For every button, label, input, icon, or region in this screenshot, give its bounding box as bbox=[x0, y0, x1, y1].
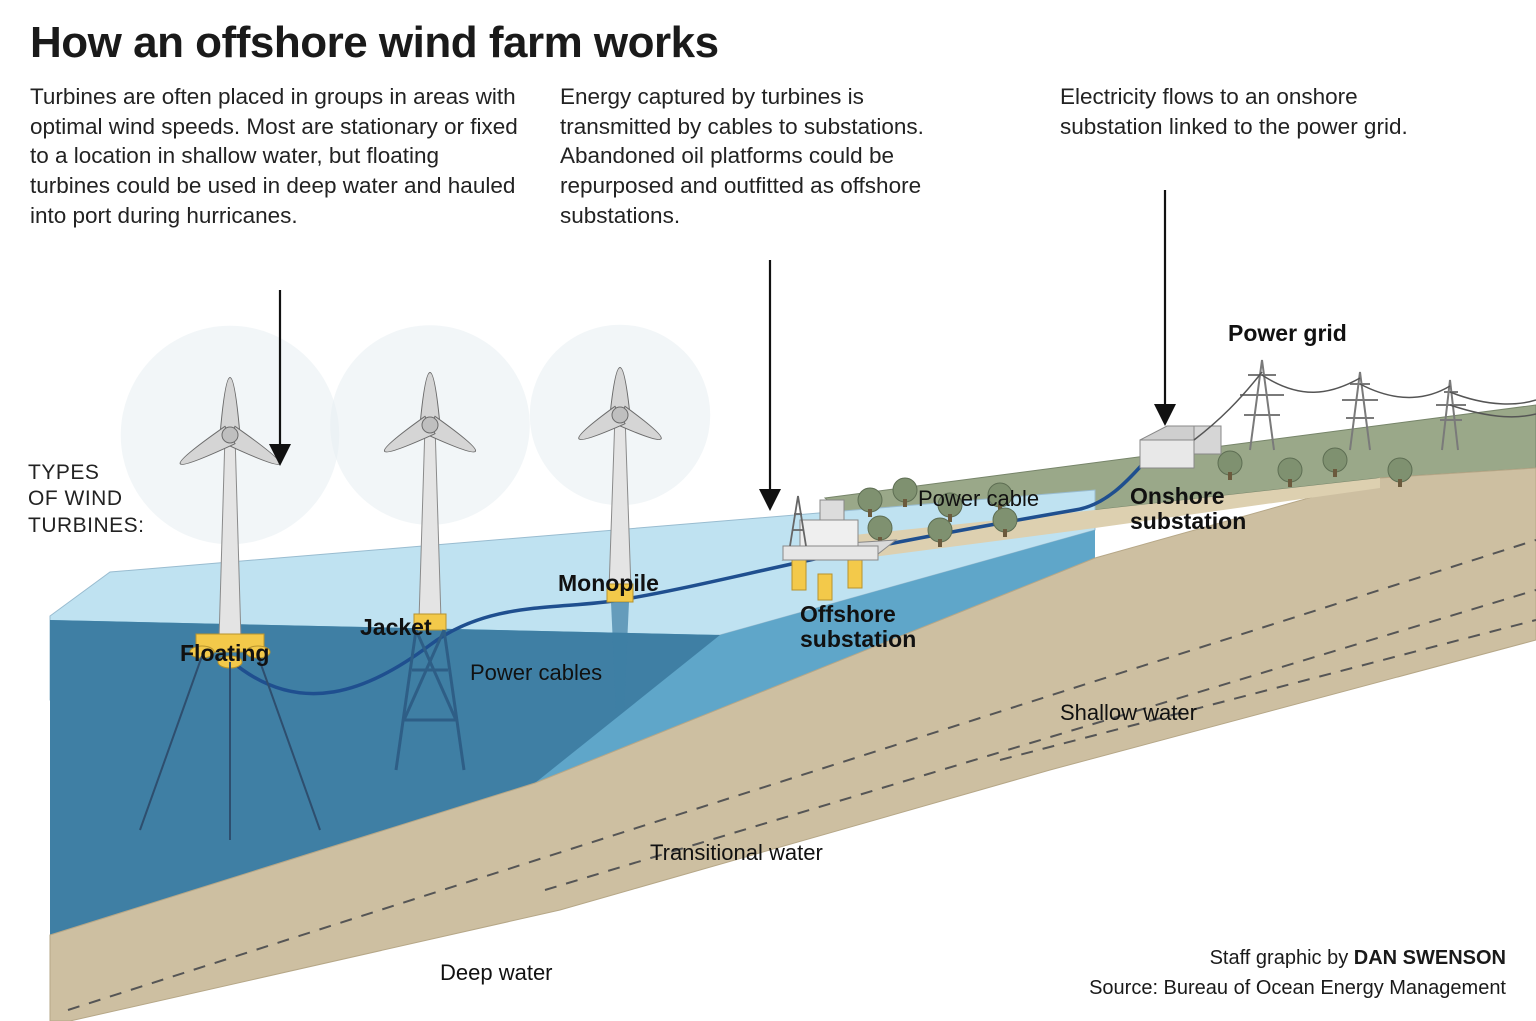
credit-prefix: Staff graphic by bbox=[1210, 947, 1354, 969]
label-onshore-substation: Onshore substation bbox=[1130, 484, 1246, 535]
blurb-turbines: Turbines are often placed in groups in a… bbox=[30, 82, 520, 230]
label-offshore-substation: Offshore substation bbox=[800, 602, 916, 653]
types-heading: TYPES OF WIND TURBINES: bbox=[28, 460, 145, 539]
infographic-title: How an offshore wind farm works bbox=[30, 18, 719, 68]
label-power-grid: Power grid bbox=[1228, 320, 1347, 347]
credit-name: DAN SWENSON bbox=[1354, 947, 1506, 969]
label-shallow-water: Shallow water bbox=[1060, 700, 1197, 726]
infographic-stage: How an offshore wind farm works Turbines… bbox=[0, 0, 1536, 1021]
label-transitional: Transitional water bbox=[650, 840, 823, 866]
label-floating: Floating bbox=[180, 640, 269, 667]
label-power-cable: Power cable bbox=[918, 486, 1039, 512]
label-deep-water: Deep water bbox=[440, 960, 553, 986]
label-jacket: Jacket bbox=[360, 614, 432, 641]
credits: Staff graphic by DAN SWENSON Source: Bur… bbox=[1089, 943, 1506, 1003]
label-monopile: Monopile bbox=[558, 570, 659, 597]
label-power-cables: Power cables bbox=[470, 660, 602, 686]
blurb-substation: Energy captured by turbines is transmitt… bbox=[560, 82, 980, 230]
credit-source: Source: Bureau of Ocean Energy Managemen… bbox=[1089, 973, 1506, 1003]
blurb-onshore: Electricity flows to an onshore substati… bbox=[1060, 82, 1420, 141]
